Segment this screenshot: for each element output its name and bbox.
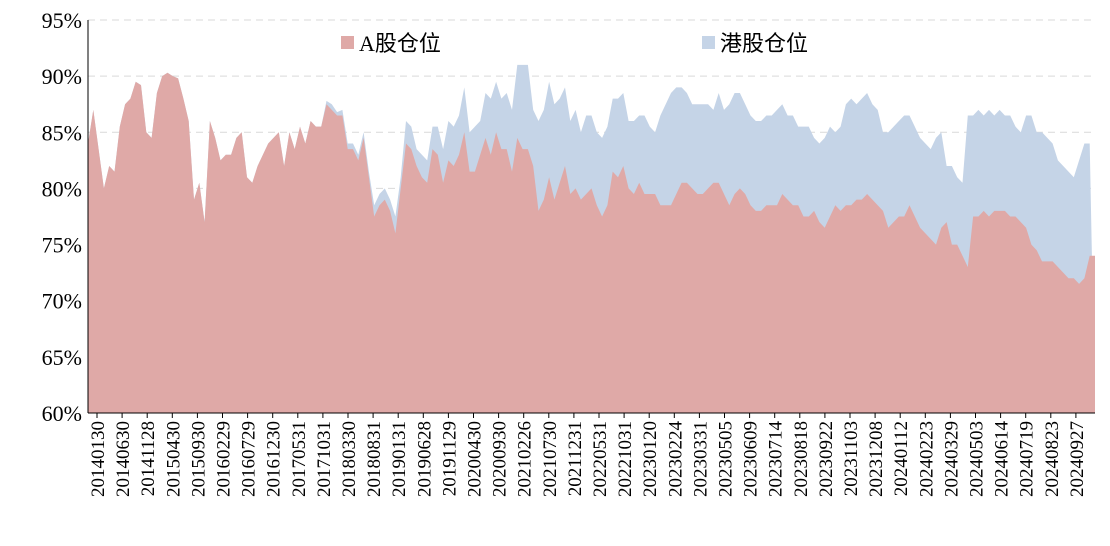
area-series — [88, 64, 1095, 414]
x-tick-label: 20220531 — [590, 421, 611, 497]
legend-swatch-hk-share — [702, 36, 715, 49]
x-tick-label: 20240614 — [992, 421, 1013, 498]
x-tick-label: 20240719 — [1017, 421, 1038, 497]
x-tick-label: 20180330 — [339, 421, 360, 497]
x-tick-label: 20191129 — [439, 421, 460, 496]
x-tick-label: 20230224 — [665, 421, 686, 498]
x-tick-label: 20150430 — [163, 421, 184, 497]
x-tick-label: 20231103 — [841, 421, 862, 496]
y-tick-label: 85% — [42, 120, 82, 145]
x-tick-label: 20240503 — [967, 421, 988, 497]
x-tick-label: 20240112 — [891, 421, 912, 496]
x-tick-label: 20210226 — [515, 421, 536, 497]
y-tick-label: 60% — [42, 401, 82, 426]
x-tick-label: 20221031 — [615, 421, 636, 497]
legend-swatch-a-share — [341, 36, 354, 49]
area-a-share — [88, 72, 1095, 414]
legend: A股仓位 港股仓位 — [341, 31, 808, 56]
x-tick-label: 20240223 — [916, 421, 937, 497]
x-tick-label: 20150930 — [188, 421, 209, 497]
x-tick-label: 20230331 — [690, 421, 711, 497]
y-tick-label: 90% — [42, 64, 82, 89]
x-tick-label: 20190131 — [389, 421, 410, 497]
legend-label-hk-share: 港股仓位 — [720, 31, 808, 56]
x-tick-label: 20231208 — [866, 421, 887, 497]
x-tick-label: 20141128 — [138, 421, 159, 496]
y-tick-label: 65% — [42, 345, 82, 370]
x-tick-label: 20161230 — [264, 421, 285, 497]
x-tick-label: 20171031 — [314, 421, 335, 497]
y-tick-label: 80% — [42, 176, 82, 201]
x-tick-label: 20190628 — [414, 421, 435, 497]
y-tick-label: 95% — [42, 8, 82, 33]
y-tick-labels: 60% 65% 70% 75% 80% 85% 90% 95% — [42, 8, 82, 426]
x-tick-label: 20170531 — [289, 421, 310, 497]
x-tick-label: 20180831 — [364, 421, 385, 497]
legend-label-a-share: A股仓位 — [359, 31, 441, 56]
x-tick-label: 20230714 — [766, 421, 787, 498]
x-tick-label: 20230120 — [640, 421, 661, 497]
x-tick-label: 20200430 — [465, 421, 486, 497]
x-tick-label: 20160729 — [239, 421, 260, 497]
x-tick-label: 20160229 — [214, 421, 235, 497]
x-tick-label: 20230505 — [716, 421, 737, 497]
x-tick-label: 20230818 — [791, 421, 812, 497]
y-tick-label: 70% — [42, 289, 82, 314]
x-tick-labels: 20140130 20140630 20141128 20150430 20150930… — [88, 413, 1088, 497]
x-tick-label: 20140630 — [113, 421, 134, 497]
x-tick-label: 20230609 — [741, 421, 762, 497]
x-tick-label: 20210730 — [540, 421, 561, 497]
x-tick-label: 20240823 — [1042, 421, 1063, 497]
x-tick-label: 20200930 — [490, 421, 511, 497]
x-tick-label: 20140130 — [88, 421, 109, 497]
x-tick-label: 20230922 — [816, 421, 837, 497]
axes — [87, 20, 1095, 414]
x-tick-label: 20211231 — [565, 421, 586, 496]
y-tick-label: 75% — [42, 233, 82, 258]
x-tick-label: 20240329 — [941, 421, 962, 497]
x-tick-label: 20240927 — [1067, 421, 1088, 497]
